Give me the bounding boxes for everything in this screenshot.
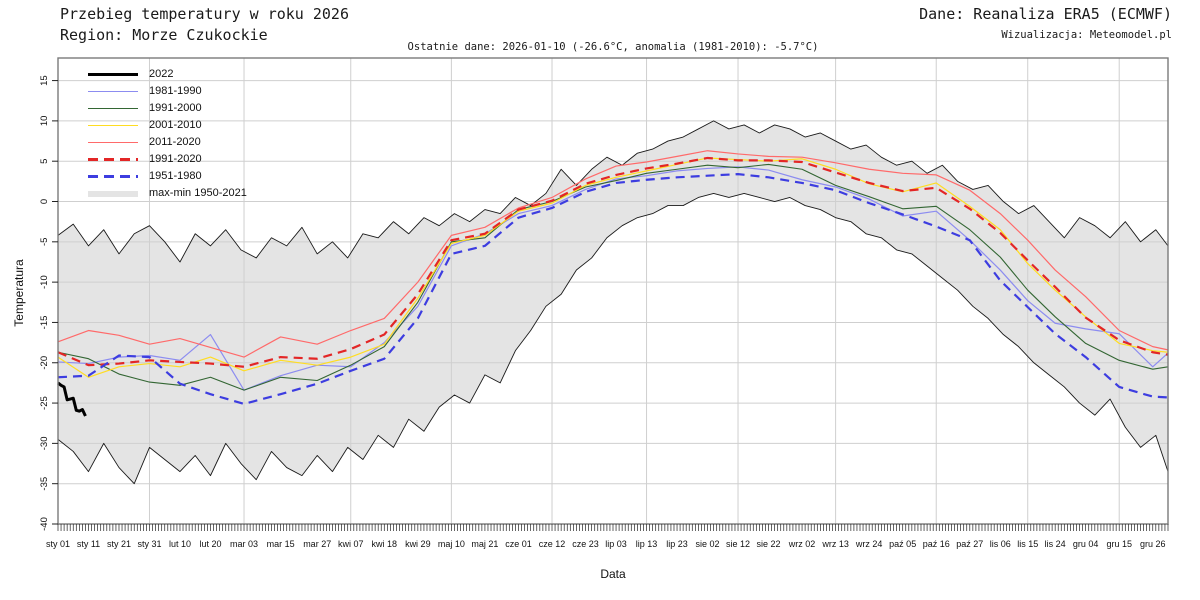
x-tick-label: sie 22: [757, 539, 781, 549]
x-tick-label: sty 11: [77, 539, 100, 549]
x-tick-label: wrz 13: [821, 539, 849, 549]
x-tick-label: sie 12: [726, 539, 750, 549]
x-tick-label: wrz 02: [788, 539, 816, 549]
y-tick-label: -35: [39, 477, 50, 491]
legend-item: 2001-2010: [88, 117, 247, 134]
legend-label: 1951-1980: [149, 170, 202, 182]
x-tick-label: paź 27: [956, 539, 983, 549]
y-tick-label: -40: [39, 517, 50, 531]
band-min-border-line: [57, 192, 1169, 485]
x-tick-label: lis 15: [1017, 539, 1038, 549]
x-tick-label: lip 03: [605, 539, 627, 549]
legend-item: 1981-1990: [88, 83, 247, 100]
legend-item: max-min 1950-2021: [88, 185, 247, 202]
legend-swatch-line: [88, 141, 138, 144]
x-tick-label: lut 20: [199, 539, 221, 549]
x-tick-label: gru 15: [1106, 539, 1132, 549]
y-tick-label: 15: [39, 75, 50, 86]
y-tick-label: -5: [39, 238, 50, 246]
legend-swatch-line: [88, 90, 138, 93]
legend-label: 1991-2000: [149, 102, 202, 114]
series-line-1951-1980: [57, 172, 1169, 405]
x-tick-label: gru 26: [1140, 539, 1166, 549]
legend-swatch-line: [88, 175, 138, 178]
series-line-2011-2020: [57, 150, 1169, 358]
legend-swatch-line: [88, 73, 138, 76]
chart-title: Przebieg temperatury w roku 2026: [60, 5, 349, 23]
x-tick-label: maj 21: [471, 539, 498, 549]
legend-item: 1991-2020: [88, 151, 247, 168]
last-data-subtitle: Ostatnie dane: 2026-01-10 (-26.6°C, anom…: [407, 41, 819, 53]
legend-swatch-band: [88, 190, 138, 197]
band-max-border-line: [57, 120, 1169, 263]
legend-item: 2022: [88, 66, 247, 83]
x-tick-label: cze 01: [505, 539, 532, 549]
y-tick-label: -25: [39, 396, 50, 410]
y-tick-label: -30: [39, 437, 50, 451]
legend-swatch-line: [88, 124, 138, 127]
legend-item: 2011-2020: [88, 134, 247, 151]
legend-item: 1991-2000: [88, 100, 247, 117]
x-tick-label: mar 27: [303, 539, 331, 549]
legend-label: 1991-2020: [149, 153, 202, 165]
x-tick-label: mar 15: [267, 539, 295, 549]
x-tick-label: gru 04: [1073, 539, 1099, 549]
x-tick-label: lip 13: [636, 539, 658, 549]
x-tick-label: sty 21: [107, 539, 131, 549]
y-tick-label: 10: [39, 116, 50, 127]
legend-label: 2011-2020: [149, 136, 201, 148]
legend-label: max-min 1950-2021: [149, 187, 247, 199]
legend-swatch-line: [88, 158, 138, 161]
legend-label: 2001-2010: [149, 119, 202, 131]
y-tick-label: 0: [39, 199, 50, 204]
x-axis-title: Data: [600, 567, 626, 581]
x-tick-label: mar 03: [230, 539, 258, 549]
y-tick-label: -10: [39, 275, 50, 289]
chart-region-subtitle: Region: Morze Czukockie: [60, 26, 268, 44]
y-tick-label: 5: [39, 159, 50, 164]
x-tick-label: paź 16: [923, 539, 950, 549]
series-line-2001-2010: [57, 157, 1169, 378]
y-tick-label: -20: [39, 356, 50, 370]
x-tick-label: kwi 07: [338, 539, 364, 549]
x-tick-label: wrz 24: [855, 539, 883, 549]
y-axis-title: Temperatura: [12, 259, 26, 327]
chart-legend: 2022 1981-1990 1991-2000 2001-2010 2011-2020…: [88, 66, 247, 202]
legend-label: 2022: [149, 68, 174, 80]
x-tick-label: lis 24: [1045, 539, 1066, 549]
data-source-label: Dane: Reanaliza ERA5 (ECMWF): [919, 5, 1172, 23]
x-tick-label: kwi 18: [372, 539, 398, 549]
x-tick-label: lip 23: [666, 539, 688, 549]
series-line-2022: [57, 381, 87, 417]
legend-swatch-line: [88, 107, 138, 110]
x-tick-label: kwi 29: [405, 539, 431, 549]
visualization-credit: Wizualizacja: Meteomodel.pl: [1001, 29, 1172, 41]
x-tick-label: lis 06: [990, 539, 1011, 549]
legend-label: 1981-1990: [149, 85, 202, 97]
series-line-1991-2020: [57, 156, 1169, 368]
legend-item: 1951-1980: [88, 168, 247, 185]
x-tick-label: sty 31: [137, 539, 161, 549]
x-tick-label: sty 01: [46, 539, 70, 549]
series-line-1991-2000: [57, 163, 1169, 391]
x-tick-label: cze 12: [539, 539, 566, 549]
y-tick-label: -15: [39, 316, 50, 330]
x-tick-label: sie 02: [696, 539, 720, 549]
x-tick-label: paź 05: [889, 539, 916, 549]
max-min-band: [58, 120, 1168, 484]
x-tick-label: cze 23: [572, 539, 599, 549]
x-tick-label: lut 10: [169, 539, 191, 549]
x-tick-label: maj 10: [438, 539, 465, 549]
